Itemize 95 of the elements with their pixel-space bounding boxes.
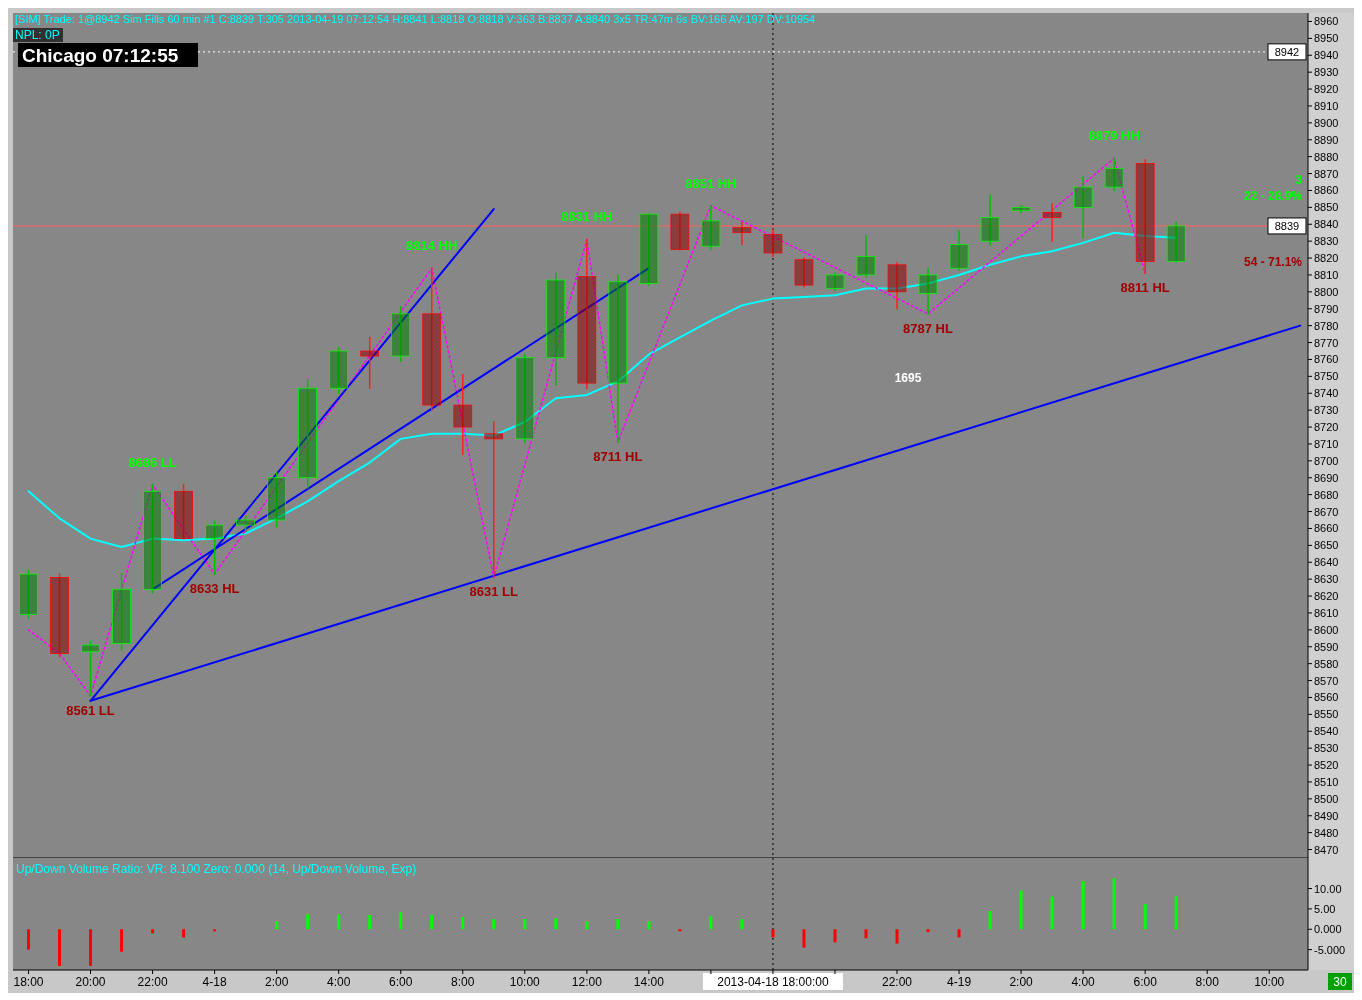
y-tick-label: 8610 [1314, 606, 1339, 619]
y-tick-label: 8550 [1314, 708, 1339, 721]
y-tick-label: 8540 [1314, 725, 1339, 738]
y-tick-label: 8670 [1314, 505, 1339, 518]
y-tick-label: 8520 [1314, 759, 1339, 772]
y-tick-label: 8880 [1314, 150, 1339, 163]
y-tick-label: 8910 [1314, 99, 1339, 112]
y-tick-label: 8490 [1314, 809, 1339, 822]
y-tick-label: 8860 [1314, 184, 1339, 197]
y-tick-label: 8530 [1314, 742, 1339, 755]
y-tick-label: 8500 [1314, 792, 1339, 805]
annotation: 8561 LL [66, 702, 115, 718]
y-tick-label: 8590 [1314, 640, 1339, 653]
y-tick-label: 8570 [1314, 674, 1339, 687]
text: 30 [1333, 975, 1347, 989]
y-tick-label: 8830 [1314, 235, 1339, 248]
annotation: 1695 [894, 371, 922, 385]
y-tick-label: 8900 [1314, 116, 1339, 129]
x-tick-label: 2:00 [264, 975, 289, 989]
x-tick-label: 14:00 [633, 975, 665, 989]
y-tick-label: 8840 [1314, 218, 1339, 231]
x-tick-label: 8:00 [451, 975, 475, 989]
y-tick-label: 8730 [1314, 404, 1339, 417]
x-tick-label: 10:00 [509, 975, 541, 989]
y-tick-label: 8940 [1314, 49, 1339, 62]
y-tick-label: 8950 [1314, 32, 1339, 45]
x-tick-label: 4:00 [1071, 975, 1096, 989]
x-tick-label: 6:00 [1133, 975, 1158, 989]
y-tick-label: 8870 [1314, 167, 1339, 180]
x-tick-label: 18:00 [13, 975, 44, 989]
annotation: 8711 HL [593, 449, 643, 465]
y-tick-label: 8820 [1314, 252, 1339, 265]
y-tick-label: 8480 [1314, 826, 1339, 839]
y-tick-label: 8780 [1314, 319, 1339, 332]
y-tick-label: 8920 [1314, 83, 1339, 96]
x-tick-label: 22:00 [882, 975, 913, 989]
annotation: 8811 HL [1120, 280, 1170, 296]
chart-subtitle: [SIM] Trade: 1@8942 Sim Fills 60 min #1 C:8839 T:305 2013-04-19 07:12:54 H:8841 L:8818 O:8818 V:363 B:8837 A:8840 3x5 TR:47m 6s BV:166 AV:197 DV:10954 [15, 13, 816, 25]
y-tick-label: 8960 [1314, 15, 1339, 28]
y-tick-label: -5.000 [1314, 943, 1346, 956]
y-tick-label: 8720 [1314, 421, 1339, 434]
y-tick-label: 8630 [1314, 573, 1339, 586]
annotation: 8831 HH [561, 209, 613, 225]
annotation: NPL: 0P [15, 28, 60, 42]
annotation: 8851 HH [685, 175, 737, 191]
y-tick-label: 8930 [1314, 66, 1339, 79]
y-tick-label: 8790 [1314, 302, 1339, 315]
annotation: 8879 HH [1088, 128, 1140, 144]
y-tick-label: 8470 [1314, 843, 1339, 856]
annotation: 8686 LL [128, 454, 177, 470]
y-tick-label: 8640 [1314, 556, 1339, 569]
y-tick-label: 10.00 [1314, 882, 1342, 895]
x-tick-label: 6:00 [389, 975, 413, 989]
y-tick-label: 8680 [1314, 488, 1339, 501]
x-tick-label: 10:00 [1254, 975, 1285, 989]
x-tick-label: 12:00 [571, 975, 603, 989]
x-tick-label: 4-19 [947, 975, 972, 989]
annotation: 8633 HL [189, 581, 240, 597]
ref-line-label: 8839 [1274, 219, 1300, 232]
annotation: 8814 HH [406, 238, 458, 254]
y-tick-label: 8810 [1314, 268, 1339, 281]
y-tick-label: 8850 [1314, 201, 1339, 214]
y-tick-label: 8510 [1314, 775, 1339, 788]
y-tick-label: 8700 [1314, 454, 1339, 467]
chart-title: Up/Down Volume Ratio: VR: 8.100 Zero: 0.000 (14, Up/Down Volume, Exp) [16, 862, 417, 876]
y-tick-label: 8760 [1314, 353, 1339, 366]
x-tick-label: 2:00 [1009, 975, 1034, 989]
ref-line-label: 2013-04-18 18:00:00 [717, 975, 829, 989]
text: Chicago 07:12:55 [22, 45, 179, 66]
y-tick-label: 8560 [1314, 691, 1339, 704]
annotation: 3 [1295, 173, 1303, 187]
annotation: 54 - 71.1% [1243, 255, 1303, 269]
y-tick-label: 8710 [1314, 437, 1339, 450]
y-tick-label: 0.000 [1314, 923, 1342, 936]
x-tick-label: 4:00 [327, 975, 351, 989]
y-tick-label: 8750 [1314, 370, 1339, 383]
annotation: 8631 LL [469, 584, 519, 600]
x-tick-label: 20:00 [75, 975, 106, 989]
y-tick-label: 8770 [1314, 336, 1339, 349]
y-tick-label: 8740 [1314, 387, 1339, 400]
y-tick-label: 8650 [1314, 539, 1339, 552]
annotation: 22 - 28.9% [1243, 189, 1303, 203]
x-tick-label: 4-18 [202, 975, 227, 989]
y-tick-label: 8890 [1314, 133, 1339, 146]
ref-line-label: 8942 [1274, 45, 1300, 58]
x-tick-label: 8:00 [1195, 975, 1220, 989]
y-tick-label: 8580 [1314, 657, 1339, 670]
y-tick-label: 5.00 [1314, 902, 1336, 915]
y-tick-label: 8800 [1314, 285, 1339, 298]
y-tick-label: 8600 [1314, 623, 1339, 636]
x-tick-label: 22:00 [137, 975, 168, 989]
y-tick-label: 8660 [1314, 522, 1339, 535]
y-tick-label: 8690 [1314, 471, 1339, 484]
y-tick-label: 8620 [1314, 590, 1339, 603]
annotation: 8787 HL [903, 320, 954, 336]
